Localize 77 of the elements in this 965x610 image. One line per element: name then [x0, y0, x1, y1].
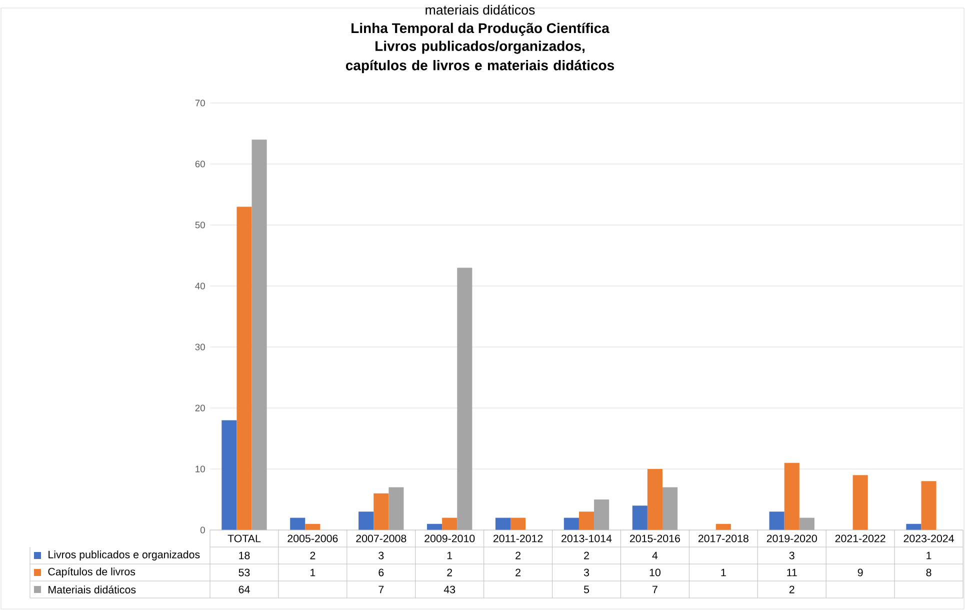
data-label: 7: [378, 586, 384, 594]
x-tick-label: 2015-2016: [630, 534, 680, 542]
data-label: 7: [652, 586, 658, 594]
data-label: 2: [447, 568, 452, 576]
data-label: 3: [584, 568, 589, 576]
data-label: 10: [650, 568, 660, 576]
data-label: 2: [584, 552, 589, 560]
y-tick-label: 70: [195, 100, 205, 106]
bar: [578, 512, 594, 530]
x-tick-label: 2007-2008: [356, 534, 406, 542]
data-label: 5: [584, 586, 590, 594]
bar: [252, 140, 267, 530]
y-tick-label: 10: [196, 466, 205, 472]
chart-title: Linha Temporal da Produção Científica: [352, 22, 610, 36]
legend-label: Capítulos de livros: [48, 567, 136, 578]
bar: [662, 487, 678, 530]
bar: [236, 206, 252, 530]
bar: [716, 524, 731, 530]
bar: [799, 518, 814, 530]
y-tick-label: 20: [195, 404, 205, 412]
data-label: 3: [378, 552, 384, 560]
bar: [427, 524, 442, 530]
bar: [374, 493, 389, 530]
data-label: 1: [447, 552, 452, 560]
data-label: 43: [444, 586, 456, 594]
bar: [632, 506, 648, 530]
y-tick-label: 40: [195, 282, 205, 290]
data-label: 1: [926, 552, 932, 560]
bar: [769, 512, 784, 530]
bar: [442, 518, 458, 530]
y-tick-label: 60: [195, 160, 205, 168]
bar: [495, 518, 511, 530]
chart-subtitle: Livros publicados/organizados, capítulos de livros e materiais didáticos: [346, 40, 614, 74]
bar: [222, 420, 237, 530]
bar: [457, 268, 472, 530]
x-tick-label: TOTAL: [228, 534, 261, 542]
data-label: 3: [789, 552, 794, 560]
data-label: 11: [787, 568, 797, 576]
x-tick-label: 2017-2018: [698, 534, 748, 542]
x-tick-label: 2005-2006: [288, 534, 338, 542]
x-tick-label: 2009-2010: [424, 534, 475, 542]
bar: [906, 524, 922, 530]
data-label: 2: [310, 552, 316, 560]
data-label: 64: [238, 586, 250, 594]
bar: [358, 512, 374, 530]
x-tick-label: 2023-2024: [904, 534, 954, 542]
legend-label: Livros publicados e organizados: [48, 550, 200, 560]
bar: [564, 518, 579, 530]
x-tick-label: 2011-2012: [493, 534, 543, 542]
data-label: 53: [238, 568, 250, 576]
bar: [510, 518, 526, 530]
data-label: 2: [516, 568, 520, 576]
data-label: 1: [721, 568, 726, 576]
data-label: 18: [239, 552, 250, 560]
x-tick-label: 2019-2020: [766, 534, 817, 542]
data-label: 9: [858, 568, 863, 576]
x-tick-label: 2013-1014: [562, 534, 612, 542]
data-label: 4: [652, 552, 658, 560]
text: materiais didáticos: [426, 4, 535, 15]
bar: [852, 475, 868, 530]
data-label: 6: [378, 568, 384, 576]
bar: [290, 518, 306, 530]
bar: [647, 468, 662, 530]
legend-label: Materiais didáticos: [48, 585, 136, 594]
data-label: 8: [926, 568, 932, 576]
bar: [784, 462, 800, 530]
bar: [305, 524, 320, 530]
y-tick-label: 50: [195, 222, 205, 228]
bar: [594, 499, 610, 530]
data-label: 2: [516, 552, 520, 560]
bar: [388, 487, 404, 530]
data-label: 1: [310, 568, 316, 576]
bar: [921, 481, 936, 530]
y-tick-label: 30: [195, 344, 205, 350]
y-tick-label: 0: [200, 526, 205, 534]
data-label: 2: [789, 586, 794, 594]
x-tick-label: 2021-2022: [835, 534, 886, 542]
